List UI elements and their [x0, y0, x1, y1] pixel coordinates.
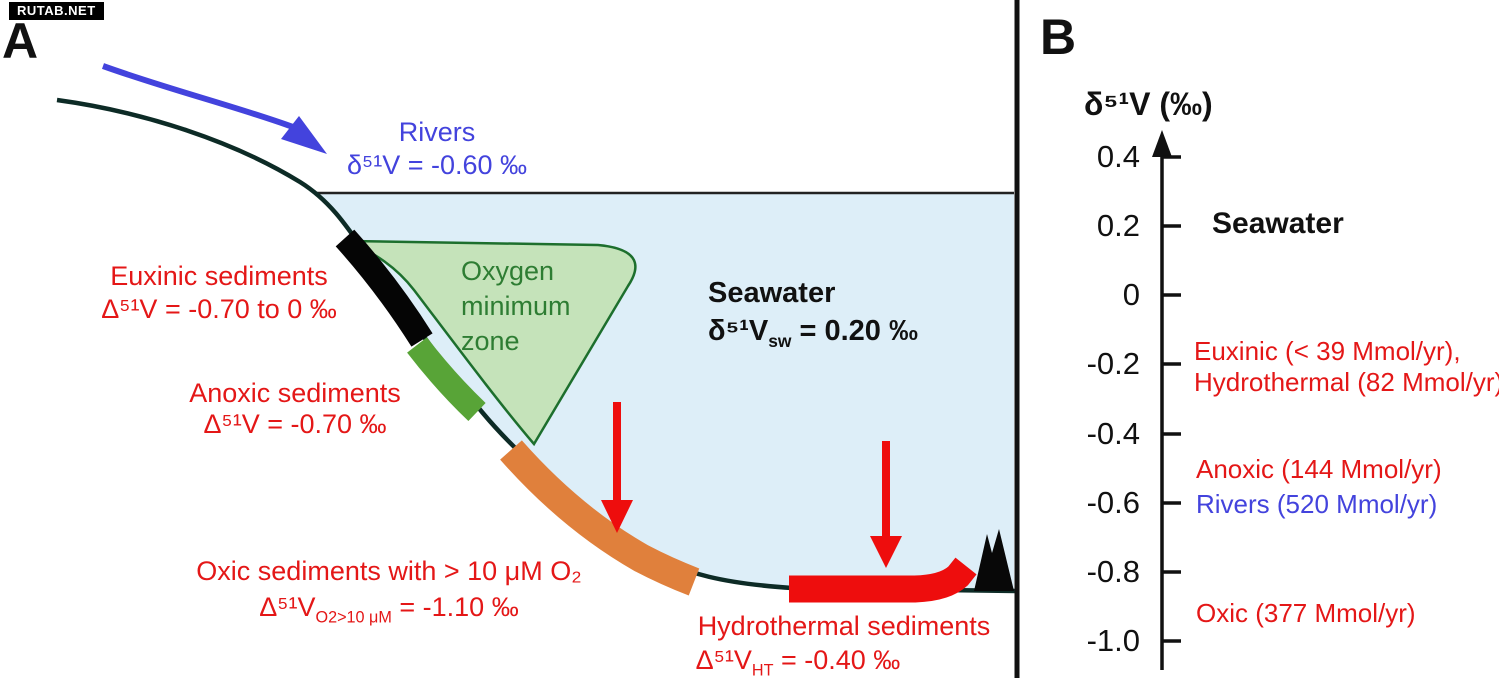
anoxic-sediment-band: [407, 337, 486, 422]
oxic-formula: Δ⁵¹VO2>10 μM = -1.10 ‰: [196, 589, 581, 635]
delta51v-axis: [1152, 130, 1181, 670]
hydrothermal-sediment-band: [789, 557, 977, 603]
panel-b-label: B: [1040, 9, 1077, 65]
rivers-name: Rivers: [398, 117, 476, 147]
watermark: RUTAB.NET: [9, 2, 104, 20]
hydrothermal-formula-sub: HT: [751, 661, 774, 678]
oxygen-minimum-zone-shape: [349, 239, 637, 447]
tick--0.2: -0.2: [1086, 346, 1140, 381]
hydrothermal-name: Hydrothermal sediments: [697, 611, 991, 641]
sink-arrow-left: [601, 402, 633, 533]
omz-line3: zone: [461, 326, 520, 356]
tick-0: 0: [1122, 277, 1140, 312]
seawater-formula-sub: sw: [768, 330, 792, 351]
panel-a-label: A: [2, 13, 39, 69]
euxinic-sediment-band: [335, 229, 433, 347]
tick-0.2: 0.2: [1096, 208, 1140, 243]
tick-0.4: 0.4: [1096, 139, 1140, 174]
tick--0.4: -0.4: [1086, 416, 1140, 451]
sink-arrow-right: [870, 441, 902, 568]
oxygen-minimum-zone-label: Oxygen minimum zone: [461, 254, 571, 359]
oxic-name: Oxic sediments with > 10 μM O₂: [196, 556, 582, 586]
rivers-formula: δ⁵¹V = -0.60 ‰: [346, 150, 528, 180]
seawater-label: Seawater δ⁵¹Vsw = 0.20 ‰: [708, 274, 918, 360]
anoxic-formula: Δ⁵¹V = -0.70 ‰: [203, 409, 387, 439]
hydrothermal-formula-pre: Δ⁵¹V: [695, 645, 752, 675]
river-input-arrow: [101, 63, 327, 154]
seawater-formula-pre: δ⁵¹V: [708, 315, 769, 347]
anoxic-label: Anoxic sediments Δ⁵¹V = -0.70 ‰: [189, 378, 401, 440]
omz-line1: Oxygen: [461, 256, 555, 286]
tick--0.6: -0.6: [1086, 485, 1140, 520]
tick--0.8: -0.8: [1086, 554, 1140, 589]
euxinic-label: Euxinic sediments Δ⁵¹V = -0.70 to 0 ‰: [101, 260, 337, 326]
scale-hydrothermal-line: Hydrothermal (82 Mmol/yr): [1194, 367, 1499, 397]
hydrothermal-formula-post: = -0.40 ‰: [773, 645, 901, 675]
euxinic-name: Euxinic sediments: [110, 261, 328, 291]
tick--1.0: -1.0: [1086, 623, 1140, 658]
seamount-icon: [974, 529, 1014, 591]
oxic-formula-pre: Δ⁵¹V: [259, 592, 316, 622]
oxic-formula-sub: O2>10 μM: [315, 608, 392, 627]
oxic-label: Oxic sediments with > 10 μM O₂ Δ⁵¹VO2>10…: [196, 553, 581, 635]
seawater-formula: δ⁵¹Vsw = 0.20 ‰: [708, 312, 918, 360]
scale-euxinic-hydrothermal-label: Euxinic (< 39 Mmol/yr), Hydrothermal (82…: [1194, 336, 1499, 398]
euxinic-formula: Δ⁵¹V = -0.70 to 0 ‰: [101, 294, 337, 324]
scale-anoxic-label: Anoxic (144 Mmol/yr): [1196, 454, 1442, 484]
oxic-sediment-band: [500, 440, 700, 596]
scale-rivers-label: Rivers (520 Mmol/yr): [1196, 489, 1438, 519]
scale-oxic-label: Oxic (377 Mmol/yr): [1196, 598, 1416, 628]
seawater-formula-post: = 0.20 ‰: [791, 315, 918, 347]
oxic-formula-post: = -1.10 ‰: [391, 592, 519, 622]
scale-euxinic-line: Euxinic (< 39 Mmol/yr),: [1194, 336, 1461, 366]
scale-seawater-label: Seawater: [1212, 207, 1344, 240]
axis-title: δ⁵¹V (‰): [1084, 86, 1213, 122]
omz-line2: minimum: [461, 291, 571, 321]
anoxic-name: Anoxic sediments: [189, 378, 401, 408]
seawater-name: Seawater: [708, 277, 836, 309]
hydrothermal-formula: Δ⁵¹VHT = -0.40 ‰: [696, 644, 901, 678]
rivers-label: Rivers δ⁵¹V = -0.60 ‰: [347, 116, 527, 182]
